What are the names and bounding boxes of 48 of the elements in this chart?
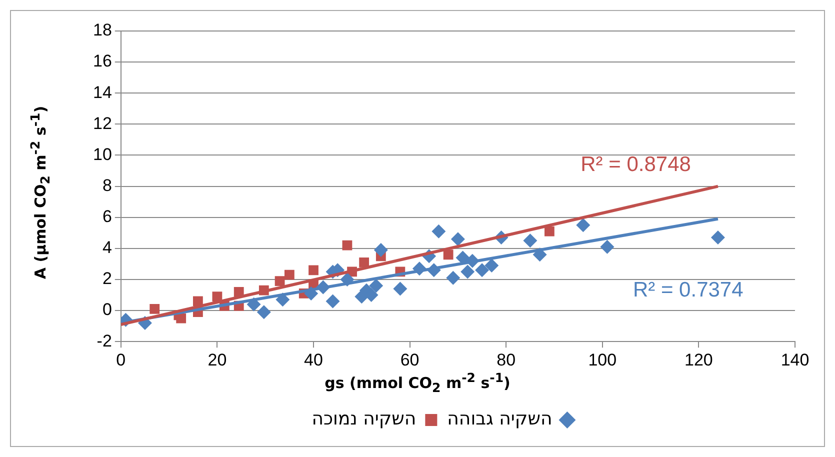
point <box>176 313 186 324</box>
x-tick-label: 40 <box>304 350 323 370</box>
x-tick-label: 100 <box>588 350 617 370</box>
point <box>446 270 460 285</box>
point <box>308 265 318 276</box>
x-tick-label: 120 <box>684 350 713 370</box>
x-tick-label: 0 <box>116 350 126 370</box>
y-tick-label: 18 <box>92 20 112 40</box>
point <box>359 257 370 268</box>
y-tick-label: -2 <box>96 331 112 350</box>
point <box>374 242 388 257</box>
point <box>342 240 352 250</box>
point <box>710 230 725 245</box>
point <box>284 270 294 280</box>
x-axis-title: gs (mmol CO$_{2}$ m$^{-2}$ s$^{-1}$) <box>324 370 512 395</box>
point <box>450 232 465 246</box>
point <box>460 264 475 279</box>
y-tick-label: 10 <box>92 144 112 164</box>
point <box>600 240 614 254</box>
point <box>544 226 554 236</box>
y-tick-label: 12 <box>92 114 112 133</box>
y-tick-label: 14 <box>92 82 112 102</box>
point <box>432 224 446 238</box>
y-tick-label: 4 <box>102 238 112 258</box>
point <box>393 282 408 296</box>
y-tick-label: 0 <box>102 300 112 320</box>
y-tick-label: 2 <box>102 269 112 288</box>
y-tick-label: 16 <box>92 52 112 71</box>
legend-label: השקיה נמוכה <box>312 408 416 430</box>
point <box>369 278 384 293</box>
y-tick-label: 6 <box>102 207 112 226</box>
point <box>256 305 271 320</box>
annotation: R² = 0.7374 <box>632 278 744 302</box>
point <box>326 294 340 308</box>
point <box>475 263 490 278</box>
legend-label: השקיה גבוהה <box>447 408 552 430</box>
x-tick-label: 80 <box>496 350 516 370</box>
y-tick-label: 8 <box>102 176 112 195</box>
point <box>523 234 538 248</box>
point <box>576 218 590 232</box>
point <box>484 258 499 273</box>
point <box>443 250 454 260</box>
x-tick-label: 20 <box>208 350 227 370</box>
point <box>274 276 285 286</box>
point <box>150 304 160 314</box>
x-tick-label: 140 <box>780 350 810 370</box>
annotation: R² = 0.8748 <box>580 153 691 176</box>
x-tick-label: 60 <box>400 350 420 370</box>
